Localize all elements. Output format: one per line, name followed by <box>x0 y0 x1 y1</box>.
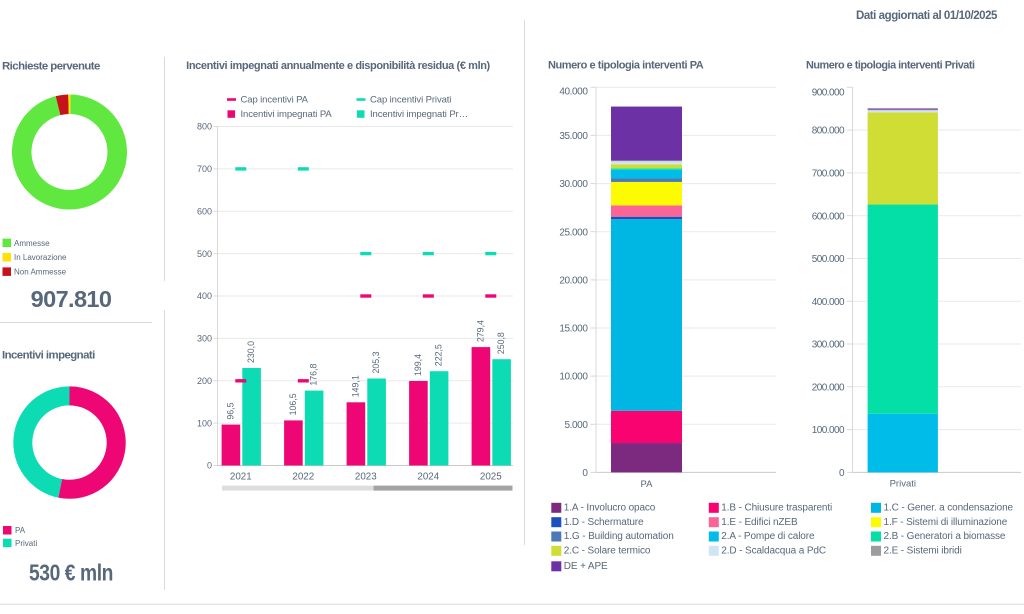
svg-text:Richieste pervenute: Richieste pervenute <box>2 60 100 72</box>
svg-text:2.B - Generatori a biomasse: 2.B - Generatori a biomasse <box>884 531 1006 542</box>
svg-text:2021: 2021 <box>230 472 252 483</box>
svg-text:300.000: 300.000 <box>812 340 845 351</box>
svg-text:1.E - Edifici nZEB: 1.E - Edifici nZEB <box>721 517 798 528</box>
svg-text:25.000: 25.000 <box>559 227 588 238</box>
svg-text:700.000: 700.000 <box>812 169 845 180</box>
svg-text:DE + APE: DE + APE <box>564 561 608 572</box>
svg-text:0: 0 <box>839 468 845 479</box>
svg-text:900.000: 900.000 <box>812 87 845 98</box>
svg-text:2023: 2023 <box>355 472 377 483</box>
svg-text:149,1: 149,1 <box>350 375 360 397</box>
svg-text:5.000: 5.000 <box>564 420 588 431</box>
svg-text:40.000: 40.000 <box>559 87 588 98</box>
svg-text:100.000: 100.000 <box>812 425 845 436</box>
svg-text:199,4: 199,4 <box>413 354 423 376</box>
svg-text:Privati: Privati <box>890 479 916 490</box>
svg-text:200: 200 <box>197 376 212 386</box>
svg-text:907.810: 907.810 <box>31 286 112 312</box>
svg-text:2.C - Solare termico: 2.C - Solare termico <box>564 545 651 556</box>
svg-text:500: 500 <box>197 249 212 259</box>
svg-text:Incentivi impegnati annualment: Incentivi impegnati annualmente e dispon… <box>186 60 490 72</box>
svg-text:Privati: Privati <box>15 539 37 548</box>
svg-text:PA: PA <box>641 479 654 490</box>
svg-text:1.F - Sistemi di illuminazione: 1.F - Sistemi di illuminazione <box>884 517 1008 528</box>
svg-text:2025: 2025 <box>480 472 502 483</box>
svg-text:35.000: 35.000 <box>559 131 588 142</box>
svg-text:Incentivi impegnati Pr…: Incentivi impegnati Pr… <box>370 109 468 120</box>
svg-text:530 € mln: 530 € mln <box>29 560 113 586</box>
svg-text:0: 0 <box>207 461 212 471</box>
svg-text:Dati aggiornati al 01/10/2025: Dati aggiornati al 01/10/2025 <box>856 10 998 22</box>
svg-text:600.000: 600.000 <box>812 211 845 222</box>
svg-text:Cap incentivi PA: Cap incentivi PA <box>241 95 309 106</box>
svg-text:222,5: 222,5 <box>434 344 444 366</box>
svg-text:800.000: 800.000 <box>812 126 845 137</box>
svg-text:Incentivi impegnati PA: Incentivi impegnati PA <box>241 109 333 120</box>
svg-text:106,5: 106,5 <box>288 393 298 415</box>
svg-text:279,4: 279,4 <box>475 320 485 342</box>
svg-text:2022: 2022 <box>292 472 314 483</box>
svg-text:176,8: 176,8 <box>309 363 319 385</box>
svg-text:205,3: 205,3 <box>371 351 381 373</box>
svg-text:2024: 2024 <box>417 472 439 483</box>
svg-text:20.000: 20.000 <box>559 276 588 287</box>
svg-text:600: 600 <box>197 206 212 216</box>
svg-text:200.000: 200.000 <box>812 382 845 393</box>
svg-text:1.B - Chiusure trasparenti: 1.B - Chiusure trasparenti <box>721 502 832 513</box>
svg-text:Non Ammesse: Non Ammesse <box>14 268 67 277</box>
svg-text:0: 0 <box>582 468 588 479</box>
svg-text:2.D - Scaldacqua a PdC: 2.D - Scaldacqua a PdC <box>721 545 826 556</box>
svg-text:Numero e tipologia interventi: Numero e tipologia interventi PA <box>548 60 704 72</box>
svg-text:1.C - Gener. a condensazione: 1.C - Gener. a condensazione <box>884 502 1014 513</box>
svg-text:300: 300 <box>197 334 212 344</box>
svg-text:1.G - Building automation: 1.G - Building automation <box>564 531 674 542</box>
svg-text:PA: PA <box>15 526 26 535</box>
svg-text:15.000: 15.000 <box>559 324 588 335</box>
svg-text:700: 700 <box>197 164 212 174</box>
svg-text:2.A - Pompe di calore: 2.A - Pompe di calore <box>721 531 815 542</box>
svg-text:Ammesse: Ammesse <box>14 239 50 248</box>
svg-text:230,0: 230,0 <box>246 341 256 363</box>
svg-text:2.E - Sistemi ibridi: 2.E - Sistemi ibridi <box>884 545 962 556</box>
svg-text:Cap incentivi Privati: Cap incentivi Privati <box>370 95 451 106</box>
svg-text:400.000: 400.000 <box>812 297 845 308</box>
svg-text:30.000: 30.000 <box>559 179 588 190</box>
svg-text:10.000: 10.000 <box>559 372 588 383</box>
svg-text:In Lavorazione: In Lavorazione <box>14 253 67 262</box>
svg-text:1.A - Involucro opaco: 1.A - Involucro opaco <box>564 502 656 513</box>
svg-text:96,5: 96,5 <box>225 402 235 419</box>
svg-text:Numero e tipologia interventi: Numero e tipologia interventi Privati <box>806 60 975 72</box>
svg-text:500.000: 500.000 <box>812 254 845 265</box>
svg-text:800: 800 <box>197 122 212 132</box>
svg-text:Incentivi impegnati: Incentivi impegnati <box>2 350 95 362</box>
svg-text:1.D - Schermature: 1.D - Schermature <box>564 517 644 528</box>
svg-text:400: 400 <box>197 291 212 301</box>
svg-text:100: 100 <box>197 418 212 428</box>
svg-text:250,8: 250,8 <box>496 332 506 354</box>
